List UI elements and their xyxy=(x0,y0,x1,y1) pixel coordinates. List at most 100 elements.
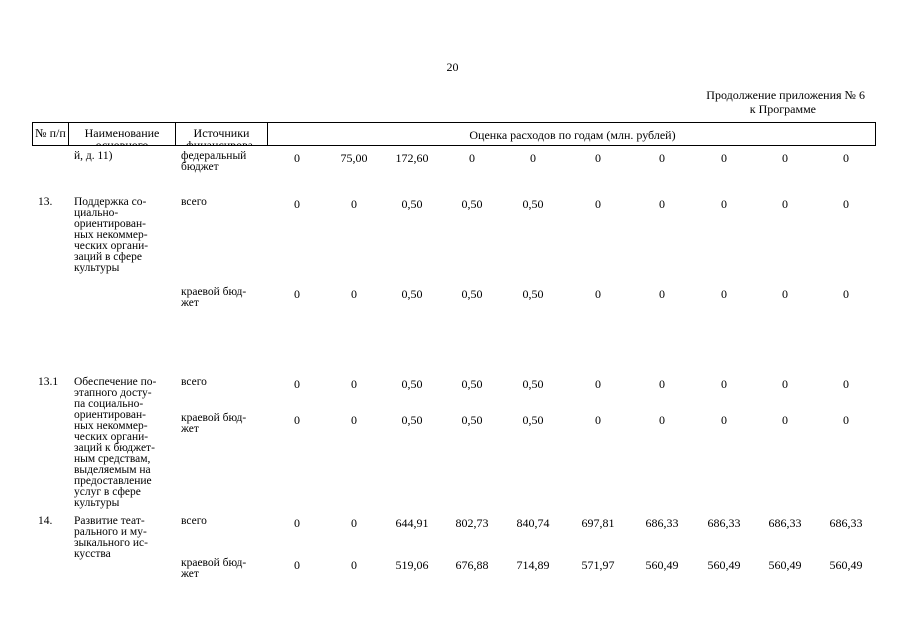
year-value-cell: 172,60 xyxy=(395,151,429,165)
row-name-line: предоставление xyxy=(74,475,152,487)
year-value-cell: 0 xyxy=(782,377,788,391)
row-name-line: ных некоммер- xyxy=(74,229,148,241)
year-value-cell: 0 xyxy=(843,151,849,165)
year-value-cell: 0 xyxy=(595,151,601,165)
row-name-line: культуры xyxy=(74,497,120,509)
year-value-cell: 0 xyxy=(782,151,788,165)
year-value-cell: 686,33 xyxy=(707,516,741,530)
year-value-cell: 571,97 xyxy=(581,558,615,572)
year-value-cell: 0 xyxy=(294,151,300,165)
year-value-cell: 0 xyxy=(351,558,357,572)
row-name-line: па социально- xyxy=(74,398,144,410)
table-header: № п/п Наименование основного Источники ф… xyxy=(32,122,876,146)
row-name-line: й, д. 11) xyxy=(74,150,113,162)
year-value-cell: 0 xyxy=(843,377,849,391)
year-value-cell: 0 xyxy=(294,377,300,391)
year-value-cell: 802,73 xyxy=(455,516,489,530)
year-value-cell: 0,50 xyxy=(461,413,483,427)
year-value-cell: 0,50 xyxy=(401,377,423,391)
annex-caption: Продолжение приложения № 6 к Программе xyxy=(706,88,865,116)
year-value-cell: 0 xyxy=(469,151,475,165)
header-name: Наименование основного xyxy=(69,123,176,145)
row-name-line: заций в сфере xyxy=(74,251,142,263)
year-value-cell: 0 xyxy=(659,197,665,211)
year-value-cell: 0 xyxy=(843,413,849,427)
year-value-cell: 0 xyxy=(721,377,727,391)
year-value-cell: 0,50 xyxy=(522,287,544,301)
year-value-cell: 560,49 xyxy=(829,558,863,572)
row-source-line: бюджет xyxy=(181,161,219,173)
year-value-cell: 0 xyxy=(294,558,300,572)
year-value-cell: 0 xyxy=(843,197,849,211)
row-source-line: краевой бюд- xyxy=(181,412,247,424)
row-name-line: ным средствам, xyxy=(74,453,151,465)
row-source-line: жет xyxy=(181,423,199,435)
year-value-cell: 0 xyxy=(721,413,727,427)
row-source-line: всего xyxy=(181,515,207,527)
year-value-cell: 0 xyxy=(721,197,727,211)
annex-line-1: Продолжение приложения № 6 xyxy=(706,88,865,102)
year-value-cell: 0 xyxy=(595,287,601,301)
year-value-cell: 75,00 xyxy=(340,151,368,165)
row-name-line: Обеспечение по- xyxy=(74,376,157,388)
row-source-line: федеральный xyxy=(181,150,247,162)
row-name-line: выделяемым на xyxy=(74,464,151,476)
row-name-line: ориентирован- xyxy=(74,409,146,421)
header-num: № п/п xyxy=(33,123,69,145)
year-value-cell: 0 xyxy=(351,197,357,211)
row-name-line: ориентирован- xyxy=(74,218,146,230)
row-source-line: всего xyxy=(181,196,207,208)
year-value-cell: 0 xyxy=(294,197,300,211)
row-source-line: всего xyxy=(181,376,207,388)
year-value-cell: 686,33 xyxy=(829,516,863,530)
year-value-cell: 0 xyxy=(782,287,788,301)
row-name-line: ческих органи- xyxy=(74,240,149,252)
year-value-cell: 0 xyxy=(721,287,727,301)
year-value-cell: 0 xyxy=(294,413,300,427)
year-value-cell: 0,50 xyxy=(401,413,423,427)
year-value-cell: 0 xyxy=(595,413,601,427)
year-value-cell: 0,50 xyxy=(522,197,544,211)
year-value-cell: 0 xyxy=(595,377,601,391)
year-value-cell: 686,33 xyxy=(768,516,802,530)
year-value-cell: 0 xyxy=(294,287,300,301)
year-value-cell: 714,89 xyxy=(516,558,550,572)
year-value-cell: 0,50 xyxy=(401,197,423,211)
year-value-cell: 0 xyxy=(721,151,727,165)
row-name-line: заций к бюджет- xyxy=(74,442,155,454)
year-value-cell: 840,74 xyxy=(516,516,550,530)
year-value-cell: 560,49 xyxy=(768,558,802,572)
year-value-cell: 560,49 xyxy=(645,558,679,572)
year-value-cell: 0 xyxy=(351,516,357,530)
row-name-line: зыкального ис- xyxy=(74,537,148,549)
year-value-cell: 686,33 xyxy=(645,516,679,530)
year-value-cell: 0,50 xyxy=(522,413,544,427)
year-value-cell: 0 xyxy=(294,516,300,530)
year-value-cell: 644,91 xyxy=(395,516,429,530)
row-number: 14. xyxy=(38,515,53,527)
row-number: 13.1 xyxy=(38,376,59,388)
annex-line-2: к Программе xyxy=(749,102,816,116)
row-name-line: кусства xyxy=(74,548,111,560)
year-value-cell: 0 xyxy=(843,287,849,301)
row-source-line: краевой бюд- xyxy=(181,557,247,569)
year-value-cell: 0 xyxy=(351,413,357,427)
row-name-line: услуг в сфере xyxy=(74,486,141,498)
year-value-cell: 0,50 xyxy=(522,377,544,391)
year-value-cell: 676,88 xyxy=(455,558,489,572)
year-value-cell: 0 xyxy=(659,287,665,301)
page-number: 20 xyxy=(446,60,459,74)
header-source: Источники финансирова- xyxy=(176,123,268,145)
year-value-cell: 0,50 xyxy=(401,287,423,301)
row-name-line: Поддержка со- xyxy=(74,196,147,208)
header-estimate: Оценка расходов по годам (млн. рублей) xyxy=(469,128,676,142)
row-source-line: жет xyxy=(181,297,199,309)
year-value-cell: 0 xyxy=(595,197,601,211)
row-name-line: Развитие теат- xyxy=(74,515,145,527)
row-name-line: рального и му- xyxy=(74,526,147,538)
year-value-cell: 0 xyxy=(659,413,665,427)
year-value-cell: 0 xyxy=(782,197,788,211)
year-value-cell: 0,50 xyxy=(461,287,483,301)
year-value-cell: 0 xyxy=(782,413,788,427)
year-value-cell: 0,50 xyxy=(461,377,483,391)
